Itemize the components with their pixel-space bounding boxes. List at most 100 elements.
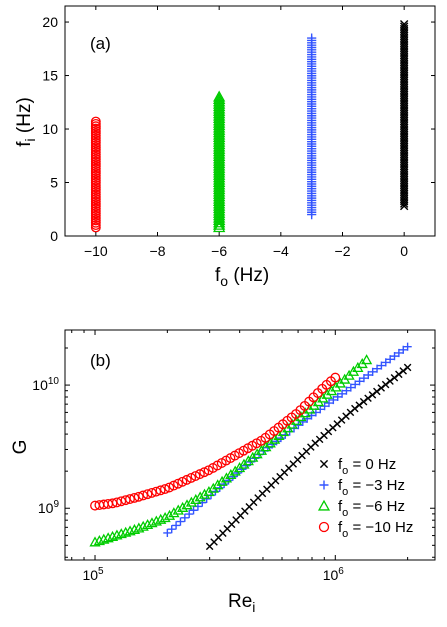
data-point <box>403 342 412 351</box>
panel-b-xlabel-sub: i <box>252 599 255 615</box>
data-point <box>159 484 170 495</box>
data-point <box>151 486 162 497</box>
legend-marker <box>317 499 331 511</box>
data-point <box>146 517 158 528</box>
data-point <box>138 490 149 501</box>
data-point <box>203 486 215 497</box>
panel-b-ticks: 105 106 109 1010 <box>32 330 435 583</box>
data-point <box>172 504 184 515</box>
data-point <box>98 533 110 544</box>
data-point <box>89 536 101 547</box>
legend-marker <box>319 480 329 490</box>
data-point <box>133 522 145 533</box>
legend-item: fo = −10 Hz <box>318 519 413 540</box>
data-point <box>307 33 317 43</box>
data-point <box>159 511 171 523</box>
data-point <box>129 492 140 503</box>
x-tick-label: −6 <box>211 243 227 259</box>
data-point <box>176 517 185 526</box>
data-point <box>194 469 205 480</box>
data-point <box>377 361 386 370</box>
data-point <box>177 501 189 512</box>
x-tick-label: −10 <box>84 243 108 259</box>
panel-a-xlabel-sub: o <box>220 273 228 289</box>
x-tick-label: −8 <box>150 243 166 259</box>
data-point <box>190 493 202 505</box>
data-point <box>180 513 189 522</box>
x-tick-label: 105 <box>82 566 104 583</box>
panel-b-yaxis-label: G <box>10 440 31 455</box>
data-point <box>355 377 364 386</box>
data-point <box>213 92 226 105</box>
data-point <box>346 383 355 392</box>
data-point <box>403 363 412 372</box>
panel-a-ylabel-unit: (Hz) <box>14 97 35 138</box>
data-point <box>190 471 201 481</box>
data-point <box>128 523 141 535</box>
data-point <box>111 497 122 508</box>
data-point <box>150 515 162 526</box>
panel-a-frame <box>64 5 436 237</box>
legend-item: fo = −3 Hz <box>319 477 405 498</box>
data-point <box>185 496 198 507</box>
panel-a-label: (a) <box>90 34 111 53</box>
data-point <box>155 485 166 496</box>
panel-a-xlabel-main: f <box>215 265 221 286</box>
panel-b-label: (b) <box>90 351 111 370</box>
panel-b-series-3 <box>90 372 341 511</box>
panel-b-series-0 <box>205 363 412 551</box>
data-point <box>163 528 172 538</box>
data-point <box>399 20 409 29</box>
data-point <box>142 489 153 500</box>
data-point <box>342 386 351 395</box>
data-point <box>186 473 197 483</box>
legend-label: fo = 0 Hz <box>338 456 396 477</box>
legend-item: fo = 0 Hz <box>319 456 396 477</box>
data-point <box>141 518 154 530</box>
data-point <box>368 367 377 376</box>
data-point <box>106 530 119 541</box>
panel-a-ticks: −10 −8 −6 −4 −2 0 0 5 10 15 20 <box>42 6 435 259</box>
panel-a-ylabel-main: f <box>14 141 35 147</box>
data-point <box>120 526 132 537</box>
panel-a-series-3 <box>399 20 409 211</box>
panel-a-series-2 <box>307 33 317 220</box>
y-tick-label: 1010 <box>32 376 59 393</box>
y-tick-label: 10 <box>42 121 58 137</box>
data-point <box>181 474 192 485</box>
y-tick-label: 15 <box>42 68 58 84</box>
data-point <box>337 389 347 398</box>
data-point <box>189 506 198 515</box>
data-point <box>359 374 369 383</box>
data-point <box>146 487 157 498</box>
data-point <box>194 491 206 502</box>
y-tick-label: 109 <box>38 499 60 516</box>
data-point <box>125 494 135 505</box>
data-point <box>213 90 226 102</box>
data-point <box>137 520 149 531</box>
data-point <box>399 345 408 354</box>
data-point <box>168 480 179 491</box>
data-point <box>177 476 188 487</box>
data-point <box>133 491 144 502</box>
data-point <box>164 482 175 493</box>
legend-marker <box>319 459 329 469</box>
panel-a-xaxis-label: fo (Hz) <box>215 265 269 289</box>
panel-a-xlabel-unit: (Hz) <box>228 265 269 286</box>
data-point <box>102 532 114 543</box>
y-tick-label: 5 <box>50 175 58 191</box>
data-point <box>381 358 390 367</box>
data-point <box>199 467 210 478</box>
panel-b-xaxis-label: Rei <box>228 591 255 615</box>
data-point <box>390 352 399 361</box>
data-point <box>116 496 127 507</box>
data-point <box>330 372 341 383</box>
data-point <box>399 22 409 31</box>
panel-a-ylabel-sub: i <box>22 138 38 141</box>
x-tick-label: 0 <box>400 243 408 259</box>
y-tick-label: 0 <box>50 228 58 244</box>
data-point <box>386 355 395 364</box>
data-point <box>394 348 403 358</box>
data-point <box>93 534 106 546</box>
